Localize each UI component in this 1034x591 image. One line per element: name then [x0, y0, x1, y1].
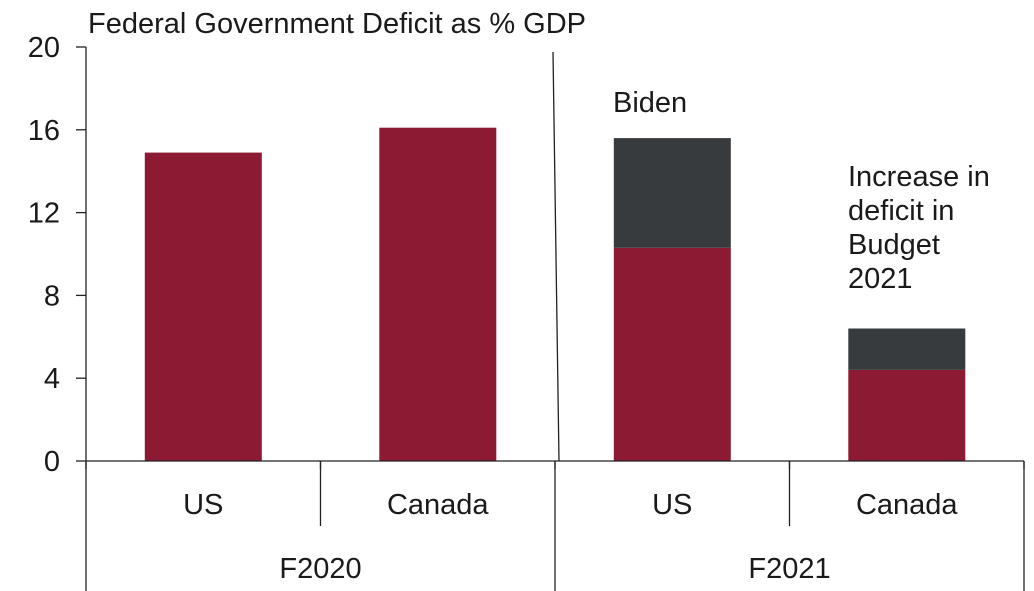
bar-us-2-series-1: [613, 138, 731, 248]
y-tick-label-12: 12: [28, 198, 60, 230]
bar-canada-3-series-1: [848, 328, 966, 370]
x-category-label-us-0: US: [183, 489, 223, 521]
bars-layer: [144, 127, 966, 461]
bar-us-0-series-0: [144, 152, 262, 461]
y-tick-label-0: 0: [44, 446, 60, 478]
bar-canada-3-series-0: [848, 369, 966, 461]
y-tick-label-8: 8: [44, 280, 60, 312]
bar-us-2-series-0: [613, 247, 731, 461]
period-divider-upper: [552, 51, 560, 462]
y-tick-label-16: 16: [28, 115, 60, 147]
annotation-budget-line-1: deficit in: [848, 195, 954, 227]
annotation-budget-line-3: 2021: [848, 263, 913, 295]
y-tick-label-4: 4: [44, 363, 60, 395]
y-tick-label-20: 20: [28, 32, 60, 64]
x-group-label-f2021: F2021: [748, 553, 830, 585]
annotation-budget-line-2: Budget: [848, 229, 940, 261]
chart-title: Federal Government Deficit as % GDP: [88, 8, 586, 40]
annotation-budget-line-0: Increase in: [848, 161, 990, 193]
annotation-biden: Biden: [613, 87, 687, 119]
x-category-label-canada-1: Canada: [387, 489, 489, 521]
labels-layer: 0 4 8 12 16 20 US Canada US Canada F2020 F2021 Biden…: [28, 32, 990, 585]
x-group-label-f2020: F2020: [279, 553, 361, 585]
bar-canada-1-series-0: [379, 127, 497, 461]
x-category-label-canada-3: Canada: [856, 489, 958, 521]
axes-layer: [76, 46, 1025, 591]
x-category-label-us-2: US: [652, 489, 692, 521]
